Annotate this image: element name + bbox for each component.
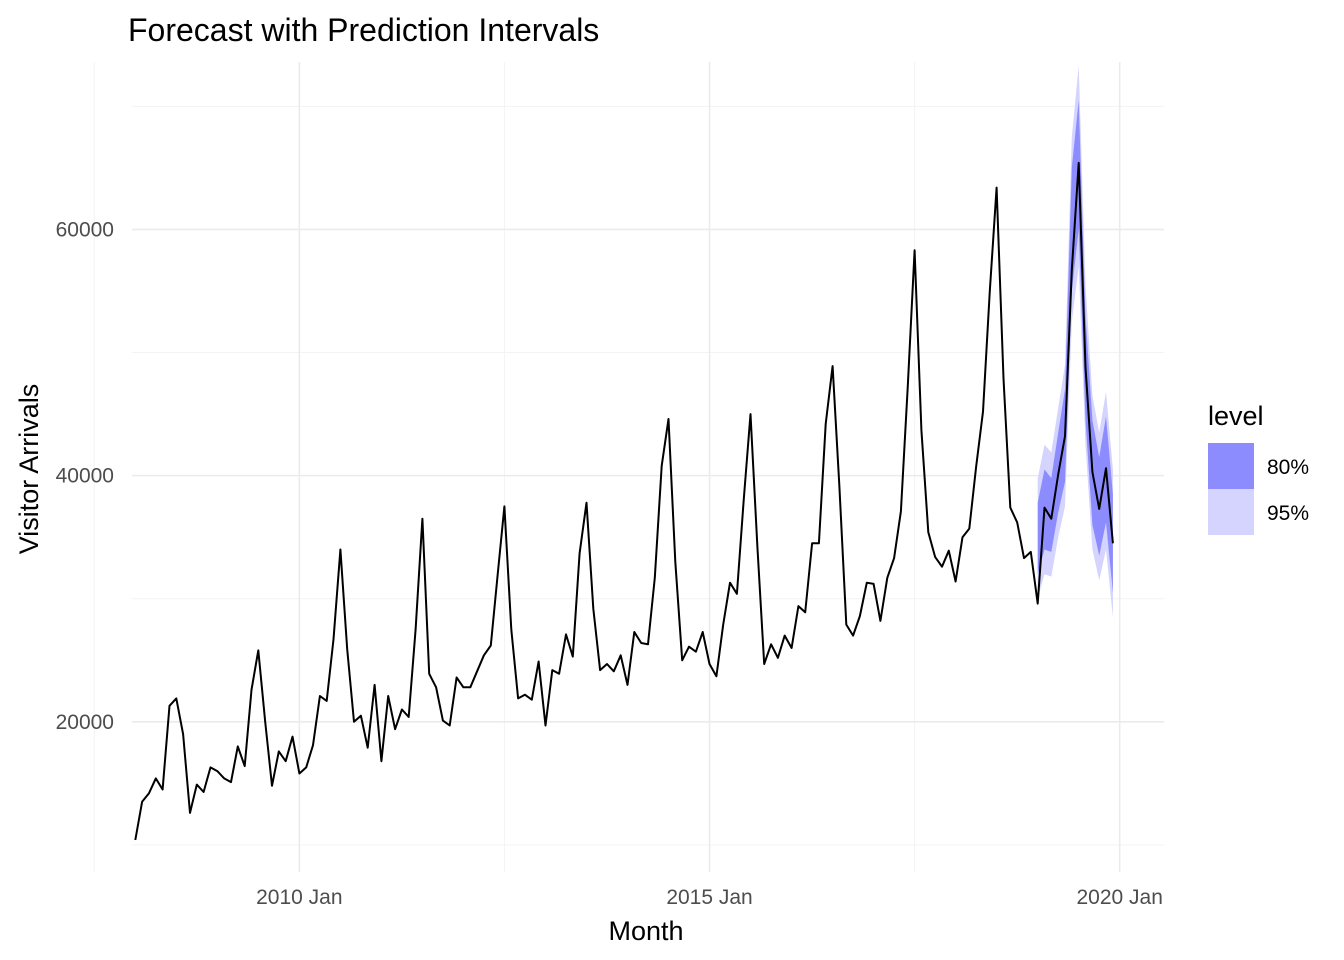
pi-80-band: [1037, 100, 1113, 593]
x-tick-label: 2010 Jan: [256, 886, 342, 909]
visitor-arrivals-line: [134, 161, 1114, 841]
y-tick-label: 20000: [56, 711, 114, 734]
x-axis-ticks: 2010 Jan 2015 Jan 2020 Jan: [256, 886, 1163, 909]
series-lines: [134, 161, 1114, 841]
chart-title: Forecast with Prediction Intervals: [128, 12, 599, 48]
legend-key-80: [1208, 443, 1254, 489]
prediction-interval-bands: [1037, 65, 1113, 618]
x-axis-title: Month: [608, 916, 683, 946]
legend: level 80% 95%: [1208, 401, 1309, 535]
y-axis-ticks: 20000 40000 60000: [56, 218, 114, 733]
legend-key-95: [1208, 489, 1254, 535]
major-gridlines: [132, 62, 1164, 872]
x-tick-label: 2015 Jan: [666, 886, 752, 909]
legend-title: level: [1208, 401, 1264, 431]
y-tick-label: 60000: [56, 218, 114, 241]
x-tick-label: 2020 Jan: [1076, 886, 1162, 909]
legend-label-80: 80%: [1267, 456, 1309, 479]
y-tick-label: 40000: [56, 465, 114, 488]
minor-gridlines: [93, 62, 1164, 872]
y-axis-title: Visitor Arrivals: [14, 384, 44, 555]
legend-label-95: 95%: [1267, 502, 1309, 525]
